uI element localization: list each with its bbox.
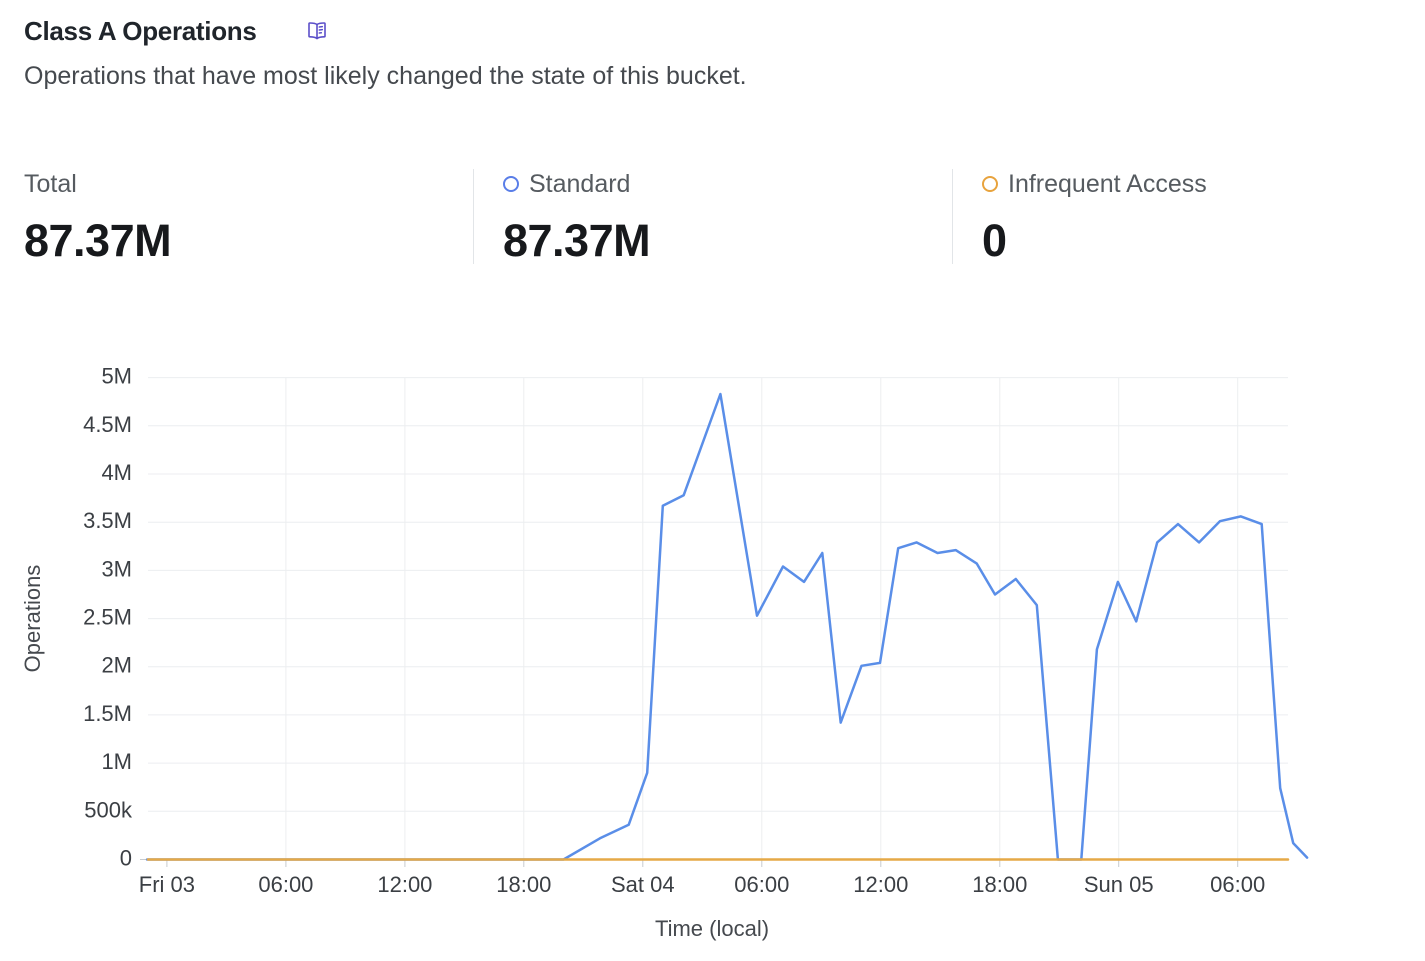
svg-text:5M: 5M — [101, 364, 132, 389]
svg-text:06:00: 06:00 — [1210, 872, 1265, 897]
svg-text:4.5M: 4.5M — [83, 412, 132, 437]
svg-text:2M: 2M — [101, 653, 132, 678]
svg-text:06:00: 06:00 — [734, 872, 789, 897]
svg-text:12:00: 12:00 — [853, 872, 908, 897]
svg-text:18:00: 18:00 — [496, 872, 551, 897]
svg-text:3M: 3M — [101, 556, 132, 581]
svg-text:2.5M: 2.5M — [83, 605, 132, 630]
svg-text:18:00: 18:00 — [972, 872, 1027, 897]
svg-text:500k: 500k — [84, 797, 133, 822]
svg-text:1.5M: 1.5M — [83, 701, 132, 726]
svg-text:12:00: 12:00 — [377, 872, 432, 897]
svg-text:06:00: 06:00 — [258, 872, 313, 897]
svg-text:Time (local): Time (local) — [655, 916, 769, 941]
svg-text:0: 0 — [120, 846, 132, 871]
svg-text:Operations: Operations — [20, 565, 45, 673]
svg-text:3.5M: 3.5M — [83, 508, 132, 533]
svg-text:Sat 04: Sat 04 — [611, 872, 675, 897]
svg-text:Sun 05: Sun 05 — [1084, 872, 1154, 897]
svg-text:Fri 03: Fri 03 — [139, 872, 195, 897]
svg-text:4M: 4M — [101, 460, 132, 485]
svg-text:1M: 1M — [101, 749, 132, 774]
